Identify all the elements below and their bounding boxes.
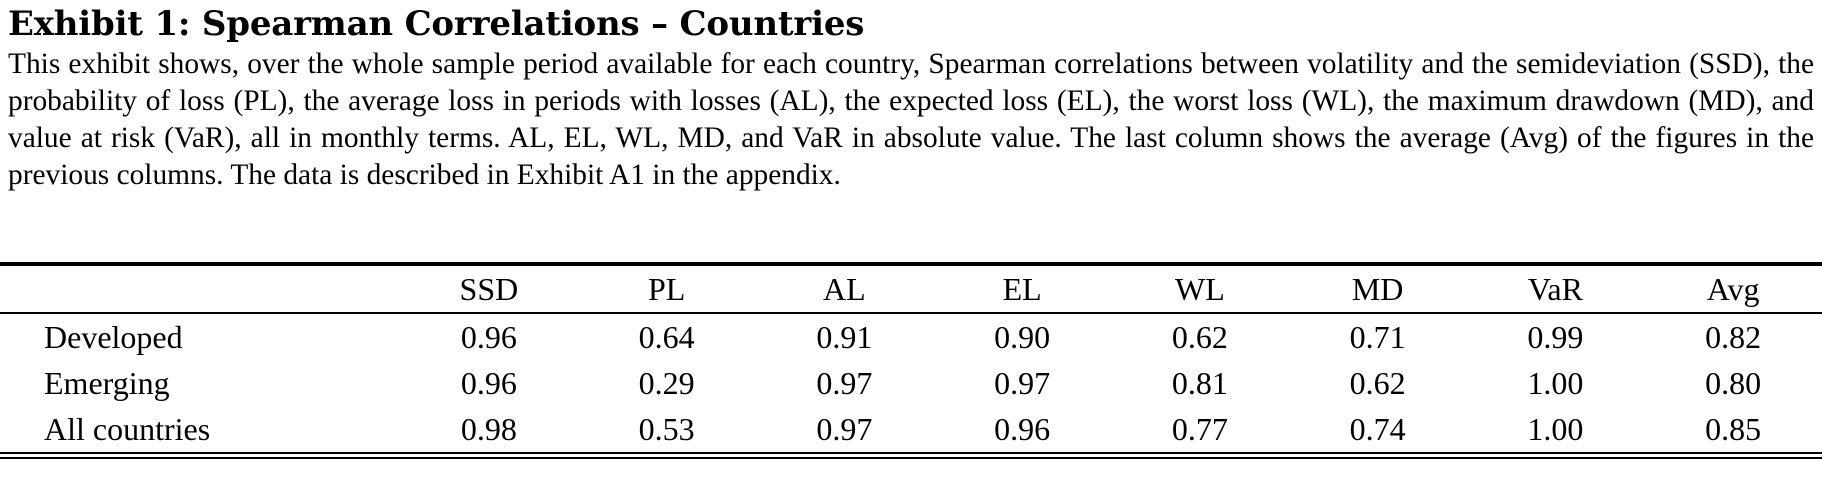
table-cell: 0.85	[1705, 411, 1762, 447]
table-header-row: SSD PL AL EL WL MD VaR Avg	[0, 266, 1822, 312]
table-cell: 0.62	[1349, 365, 1406, 401]
table-cell: 0.96	[460, 365, 517, 401]
table-cell: 0.82	[1705, 319, 1762, 355]
column-header-al: AL	[823, 271, 866, 307]
table-cell: 0.53	[638, 411, 695, 447]
table-row: All countries 0.98 0.53 0.97 0.96 0.77 0…	[0, 406, 1822, 452]
table-cell: 0.29	[638, 365, 695, 401]
table-cell: 0.91	[816, 319, 873, 355]
column-header-empty	[0, 266, 400, 312]
column-header-pl: PL	[647, 271, 686, 307]
table-top-rule	[0, 262, 1822, 266]
table-cell: 0.77	[1171, 411, 1228, 447]
column-header-var: VaR	[1527, 271, 1583, 307]
table-cell: 0.80	[1705, 365, 1762, 401]
column-header-md: MD	[1351, 271, 1404, 307]
table-cell: 0.74	[1349, 411, 1406, 447]
table-row: Developed 0.96 0.64 0.91 0.90 0.62 0.71 …	[0, 314, 1822, 360]
table-cell: 0.90	[994, 319, 1051, 355]
table-cell: 1.00	[1527, 411, 1584, 447]
column-header-wl: WL	[1175, 271, 1225, 307]
row-label-all-countries: All countries	[44, 411, 211, 447]
table-cell: 0.71	[1349, 319, 1406, 355]
correlation-table-wrap: SSD PL AL EL WL MD VaR Avg Devel	[0, 262, 1822, 459]
table-cell: 0.97	[994, 365, 1051, 401]
table-cell: 0.64	[638, 319, 695, 355]
row-label-emerging: Emerging	[44, 365, 170, 401]
table-cell: 0.97	[816, 365, 873, 401]
table-cell: 0.99	[1527, 319, 1584, 355]
table-row: Emerging 0.96 0.29 0.97 0.97 0.81 0.62 1…	[0, 360, 1822, 406]
table-cell: 0.96	[460, 319, 517, 355]
column-header-avg: Avg	[1706, 271, 1760, 307]
table-bottom-rule	[0, 452, 1822, 459]
table-cell: 0.98	[460, 411, 517, 447]
table-header-rule	[0, 312, 1822, 314]
column-header-el: EL	[1002, 271, 1042, 307]
exhibit-title: Exhibit 1: Spearman Correlations – Count…	[8, 4, 865, 44]
correlation-table: SSD PL AL EL WL MD VaR Avg	[0, 266, 1822, 312]
table-cell: 0.81	[1171, 365, 1228, 401]
table-cell: 1.00	[1527, 365, 1584, 401]
exhibit-caption: This exhibit shows, over the whole sampl…	[8, 48, 1814, 191]
row-label-developed: Developed	[44, 319, 183, 355]
table-cell: 0.96	[994, 411, 1051, 447]
column-header-ssd: SSD	[459, 271, 519, 307]
table-cell: 0.62	[1171, 319, 1228, 355]
correlation-table-body: Developed 0.96 0.64 0.91 0.90 0.62 0.71 …	[0, 314, 1822, 452]
table-cell: 0.97	[816, 411, 873, 447]
